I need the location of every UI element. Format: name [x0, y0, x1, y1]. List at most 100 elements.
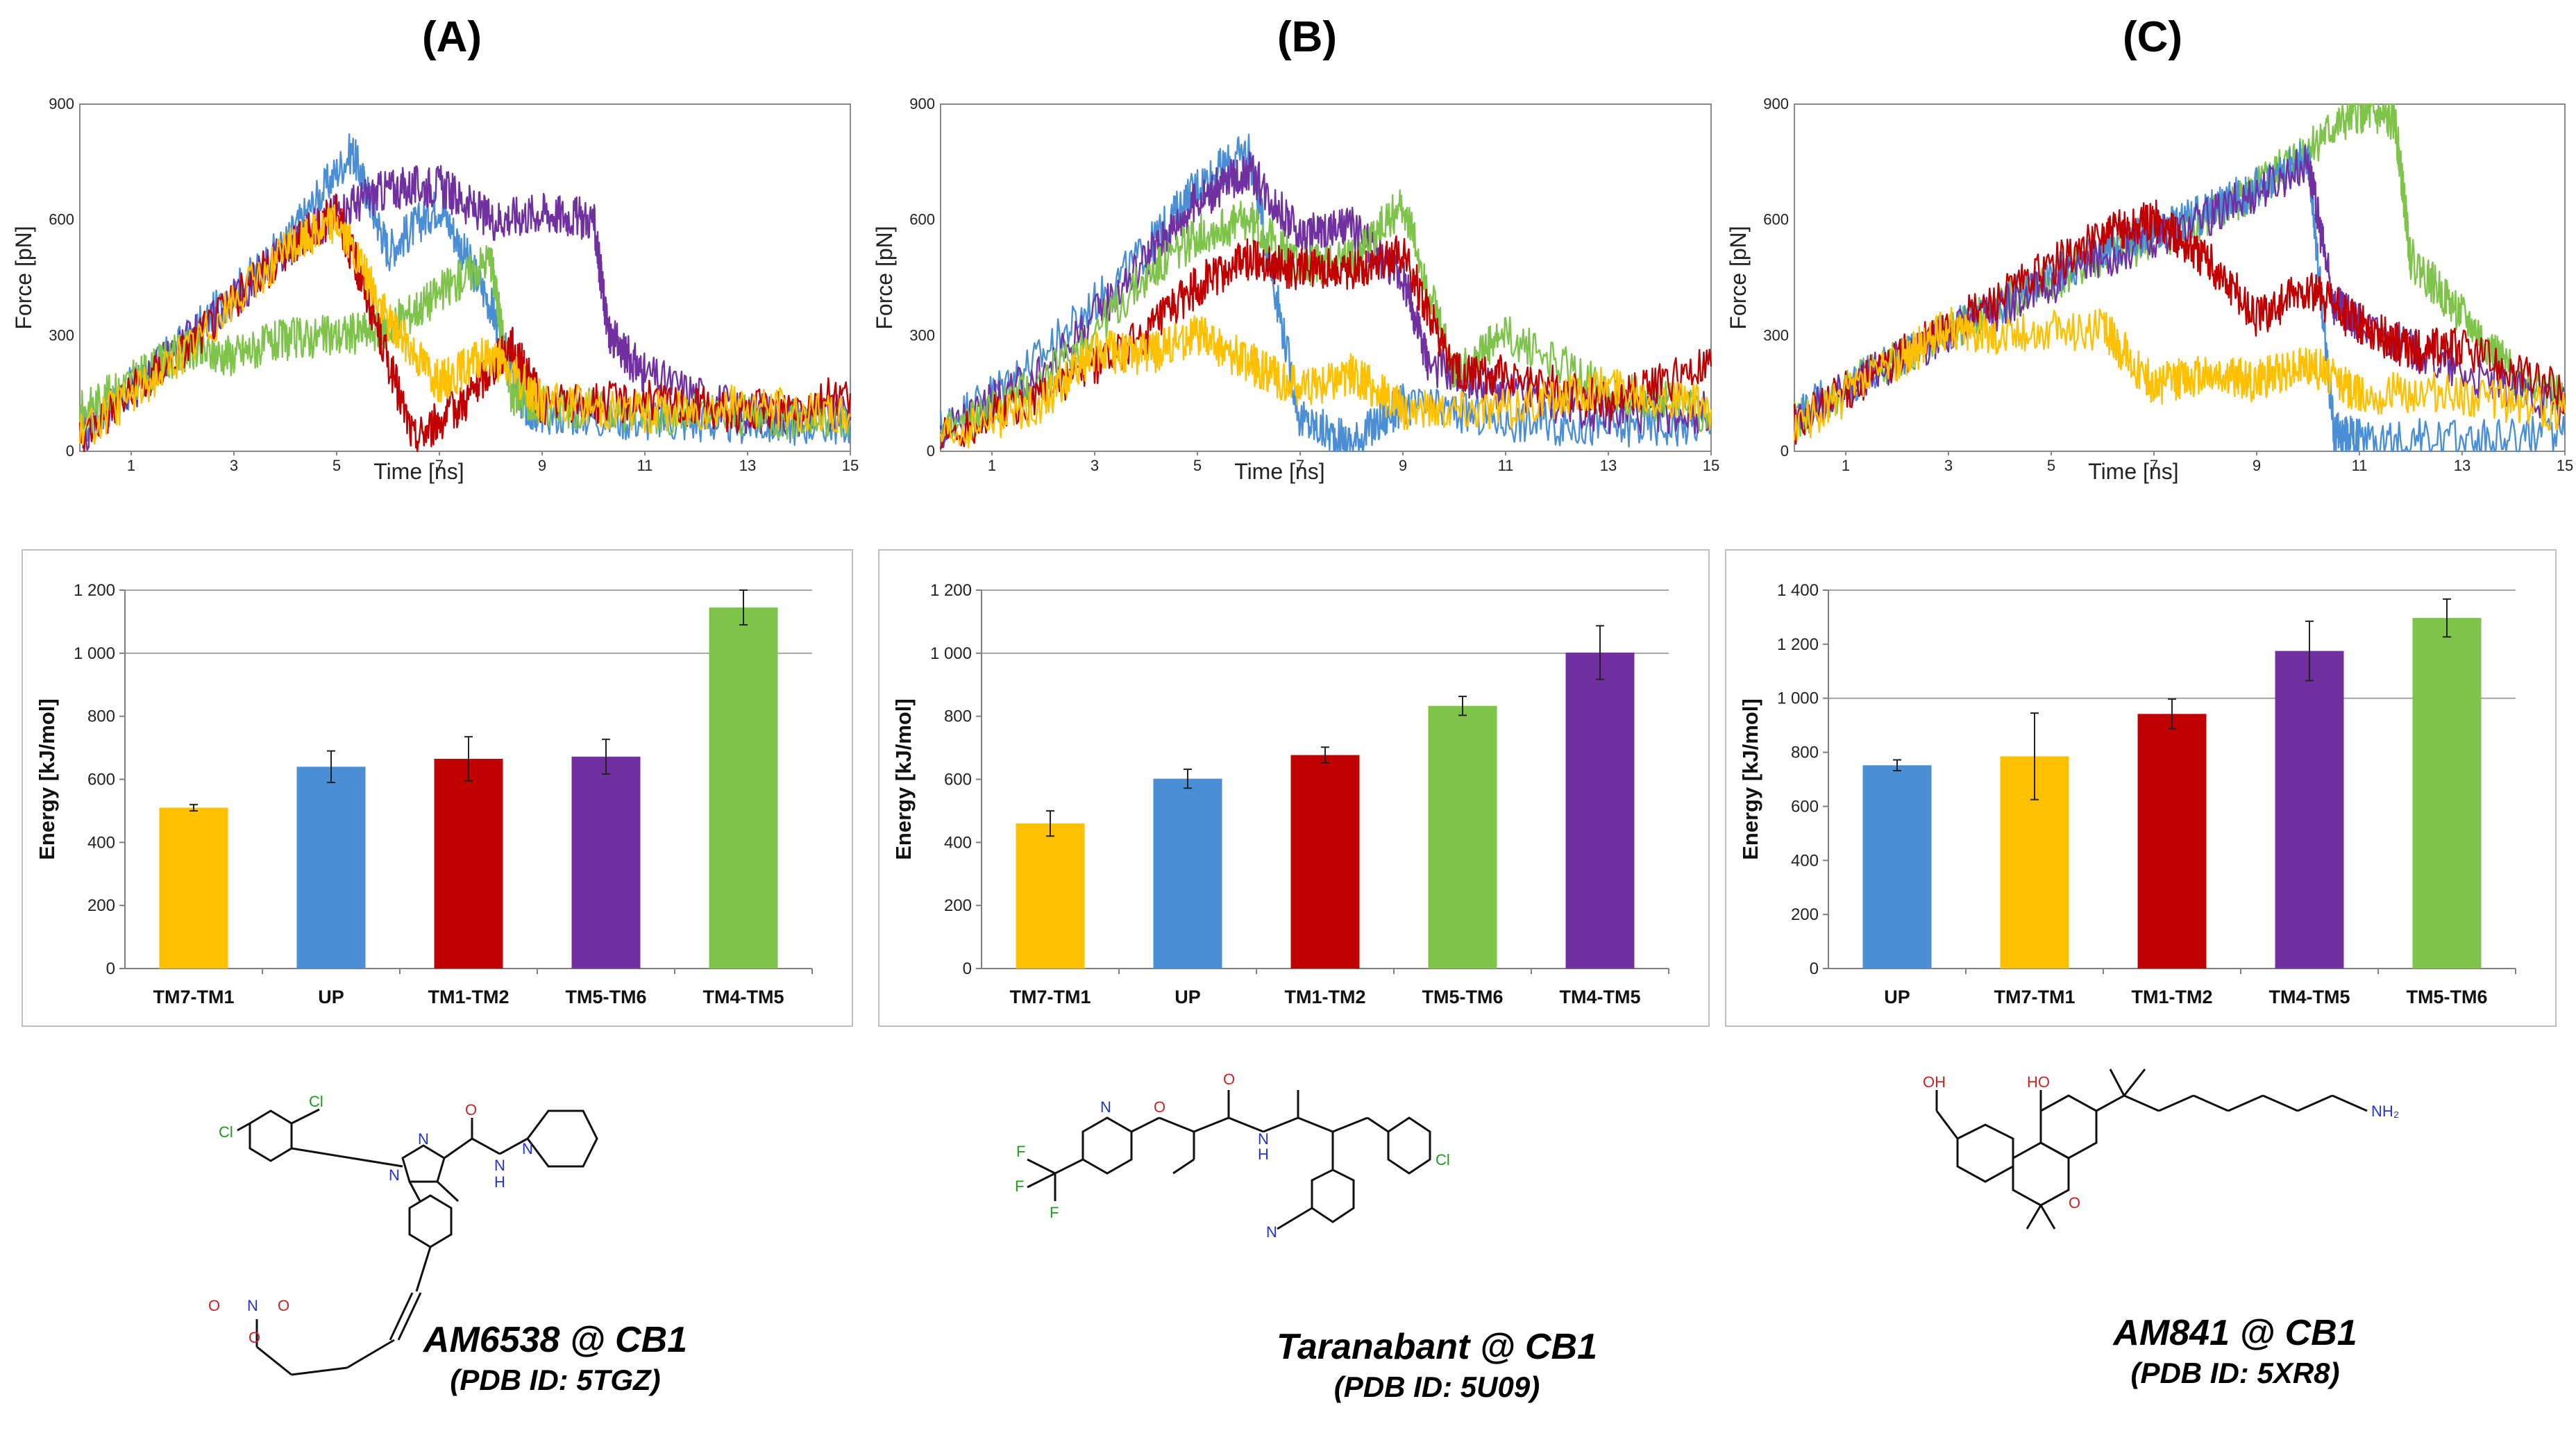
- category-label-1: UP: [318, 987, 344, 1007]
- atom-c-1: OH: [1923, 1073, 1946, 1091]
- x-tick-label-7: 15: [842, 457, 859, 474]
- y-tick-label-2: 600: [1763, 211, 1789, 228]
- series-line-yellow: [939, 315, 1712, 449]
- atom-a-9: N: [247, 1297, 258, 1314]
- x-tick-label-2: 5: [2047, 457, 2055, 474]
- x-tick-label-6: 13: [2454, 457, 2470, 474]
- caption-b-main: Taranabant @ CB1: [1277, 1327, 1597, 1367]
- molecule-am841: HO OH O NH₂: [1923, 1069, 2399, 1230]
- atom-a-1: Cl: [219, 1123, 233, 1141]
- energy-chart-a: 0 200 400 600 800 1 000 1 200 TM7-TM1 UP TM1-TM2 T…: [22, 549, 853, 1027]
- atom-a-0: Cl: [309, 1093, 323, 1110]
- category-label-3: TM4-TM5: [2269, 987, 2350, 1007]
- x-tick-label-5: 11: [637, 457, 653, 474]
- category-label-4: TM4-TM5: [703, 987, 784, 1007]
- bar-tm7-tm1: [1016, 823, 1085, 969]
- atom-b-5: F: [1016, 1143, 1025, 1160]
- atom-a-10: O: [278, 1297, 289, 1314]
- atom-c-0: HO: [2027, 1073, 2050, 1091]
- cyanophenyl-ring: [1311, 1168, 1355, 1223]
- category-label-3: TM5-TM6: [1422, 987, 1504, 1007]
- category-label-0: UP: [1884, 987, 1910, 1007]
- x-tick-label-1: 3: [1091, 457, 1099, 474]
- x-tick-label-3: 7: [2150, 457, 2158, 474]
- y-tick-label-2: 400: [944, 833, 972, 852]
- atom-a-11: O: [249, 1329, 260, 1346]
- category-label-0: TM7-TM1: [1010, 987, 1091, 1007]
- x-tick-label-0: 1: [1842, 457, 1850, 474]
- x-tick-label-4: 9: [2253, 457, 2261, 474]
- y-axis-label: Energy [kJ/mol]: [35, 698, 59, 860]
- x-tick-label-6: 13: [1600, 457, 1617, 474]
- x-tick-label-4: 9: [1399, 457, 1407, 474]
- atom-a-8: O: [208, 1297, 220, 1314]
- atom-c-3: NH₂: [2371, 1103, 2399, 1120]
- y-tick-label-2: 600: [909, 211, 935, 228]
- series-line-red: [939, 235, 1712, 450]
- bar-up: [1153, 778, 1222, 969]
- series-line-purple: [1793, 144, 2566, 434]
- y-tick-label-3: 600: [1791, 797, 1819, 816]
- y-tick-label-0: 0: [1810, 959, 1819, 978]
- bar-tm4-tm5: [2275, 651, 2344, 969]
- y-axis-label: Force [pN]: [1726, 226, 1751, 329]
- y-tick-label-6: 1 200: [1777, 635, 1819, 654]
- series-line-red: [1793, 199, 2566, 445]
- atom-b-2: O: [1223, 1071, 1235, 1088]
- y-tick-label-1: 200: [944, 896, 972, 915]
- y-tick-label-1: 200: [1791, 905, 1819, 924]
- molecule-am6538: Cl Cl N N O N N H O N O O: [208, 1093, 598, 1376]
- x-tick-label-3: 7: [1296, 457, 1304, 474]
- atom-a-2: N: [418, 1130, 429, 1148]
- y-tick-label-6: 1 200: [930, 581, 972, 600]
- y-tick-label-0: 0: [927, 442, 935, 460]
- y-tick-label-3: 600: [944, 771, 972, 789]
- y-axis-label: Force [pN]: [11, 226, 36, 329]
- x-tick-label-7: 15: [1703, 457, 1719, 474]
- phenyl-ring: [408, 1194, 453, 1248]
- atom-b-9: N: [1266, 1223, 1277, 1241]
- x-axis-label: Time [ns]: [373, 459, 464, 484]
- atom-b-1: O: [1154, 1098, 1165, 1116]
- y-tick-label-2: 400: [1791, 851, 1819, 870]
- y-axis-label: Force [pN]: [872, 226, 897, 329]
- y-tick-label-5: 1 000: [74, 644, 115, 663]
- x-tick-label-2: 5: [332, 457, 341, 474]
- atom-c-2: O: [2069, 1194, 2080, 1212]
- y-tick-label-2: 400: [87, 833, 115, 852]
- bar-tm1-tm2: [2137, 714, 2207, 969]
- y-tick-label-2: 600: [49, 211, 74, 228]
- energy-chart-b: 0 200 400 600 800 1 000 1 200 TM7-TM1 UP TM1-TM2 T…: [878, 549, 1710, 1027]
- category-label-4: TM4-TM5: [1560, 987, 1641, 1007]
- x-axis-label: Time [ns]: [2088, 459, 2178, 484]
- y-tick-label-0: 0: [66, 442, 74, 460]
- y-tick-label-4: 800: [944, 707, 972, 726]
- category-label-1: TM7-TM1: [1994, 987, 2076, 1007]
- category-label-2: TM1-TM2: [2132, 987, 2213, 1007]
- caption-a-sub: (PDB ID: 5TGZ): [450, 1364, 661, 1396]
- atom-a-3: N: [389, 1166, 400, 1184]
- x-tick-label-1: 3: [230, 457, 238, 474]
- y-tick-label-4: 800: [87, 707, 115, 726]
- bar-tm1-tm2: [434, 758, 503, 969]
- caption-b: Taranabant @ CB1 (PDB ID: 5U09): [1201, 1326, 1673, 1404]
- y-axis-label: Energy [kJ/mol]: [1738, 698, 1762, 860]
- panel-label-a: (A): [422, 13, 482, 61]
- molecule-taranabant: N O O N H F F F Cl N: [1015, 1071, 1450, 1241]
- piperidine-ring: [526, 1109, 598, 1168]
- atom-a-5: N: [494, 1157, 505, 1174]
- atom-b-4: H: [1258, 1146, 1269, 1163]
- category-label-4: TM5-TM6: [2407, 987, 2488, 1007]
- x-tick-label-6: 13: [739, 457, 756, 474]
- y-tick-label-6: 1 200: [74, 581, 115, 600]
- bar-tm4-tm5: [1565, 652, 1635, 969]
- atom-b-0: N: [1100, 1098, 1111, 1116]
- chlorophenyl-ring: [249, 1109, 293, 1162]
- category-label-2: TM1-TM2: [428, 987, 510, 1007]
- caption-b-sub: (PDB ID: 5U09): [1333, 1371, 1540, 1403]
- pyridine-ring: [1081, 1116, 1133, 1175]
- y-tick-label-3: 600: [87, 771, 115, 789]
- y-tick-label-4: 800: [1791, 744, 1819, 762]
